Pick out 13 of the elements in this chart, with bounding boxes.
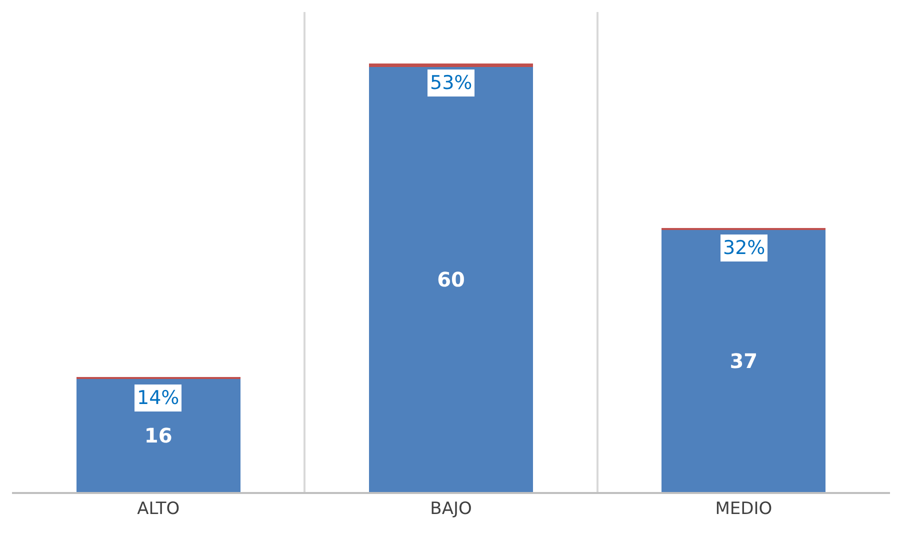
x-tick-label: MEDIO: [715, 499, 772, 520]
data-label: 60: [437, 268, 465, 292]
bar: [76, 378, 240, 492]
x-tick-label: BAJO: [430, 499, 472, 520]
bar: [662, 230, 826, 492]
data-label: 37: [730, 349, 758, 374]
data-label: 16: [144, 423, 172, 448]
x-tick-label: ALTO: [137, 499, 180, 520]
bar: [369, 63, 533, 68]
data-label: 53%: [430, 72, 472, 94]
bar: [369, 67, 533, 492]
data-label: 14%: [137, 387, 180, 409]
data-label: 32%: [723, 237, 766, 259]
